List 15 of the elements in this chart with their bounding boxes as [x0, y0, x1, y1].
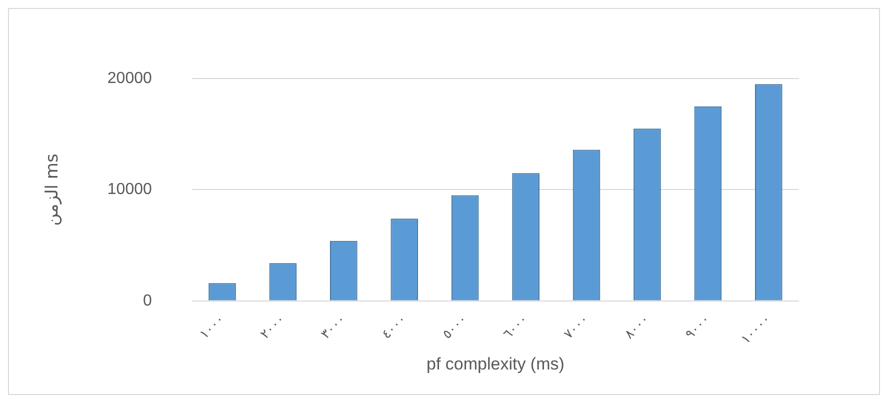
y-tick-label: 0 [142, 292, 152, 310]
y-tick-label: 10000 [107, 181, 152, 198]
x-tick-label: ٣٠٠٠ [318, 312, 349, 342]
x-tick-label: ٧٠٠٠ [561, 312, 592, 342]
x-tick-label: ٨٠٠٠ [622, 312, 652, 342]
x-tick-label: ٥٠٠٠ [440, 312, 470, 342]
y-tick-label: 20000 [107, 70, 152, 88]
x-tick-label: ١٠٠٠٠ [738, 312, 774, 348]
x-tick-label: ٢٠٠٠ [258, 312, 288, 342]
y-axis-title: الزمن ms [42, 154, 63, 226]
x-tick-label: ٤٠٠٠ [379, 312, 410, 342]
x-axis-title: pf complexity (ms) [426, 354, 564, 374]
x-tick-label: ٦٠٠٠ [500, 312, 532, 342]
x-tick-label: ١٠٠٠ [197, 312, 228, 342]
x-tick-label: ٩٠٠٠ [682, 312, 714, 342]
